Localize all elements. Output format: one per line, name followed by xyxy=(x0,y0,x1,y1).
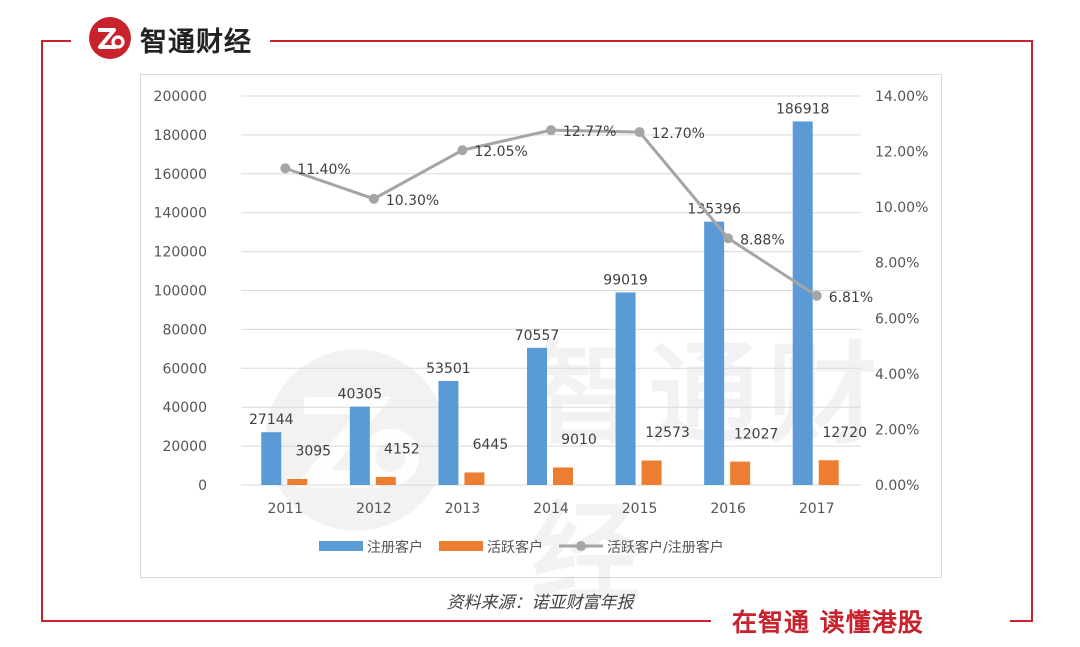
bar-data-label: 9010 xyxy=(561,432,597,448)
y-left-tick-label: 0 xyxy=(198,478,207,494)
y-left-tick-label: 120000 xyxy=(154,245,207,261)
bar-data-label: 135396 xyxy=(687,202,741,218)
bar xyxy=(792,121,813,485)
x-tick-label: 2011 xyxy=(267,501,303,517)
bar xyxy=(287,478,308,485)
bar xyxy=(615,292,636,485)
y-right-tick-label: 8.00% xyxy=(875,256,919,272)
bar-data-label: 27144 xyxy=(249,412,294,428)
ratio-data-label: 12.05% xyxy=(474,144,527,160)
y-right-tick-label: 2.00% xyxy=(875,422,919,438)
ratio-data-label: 10.30% xyxy=(386,193,439,209)
ratio-point xyxy=(546,125,556,136)
bar-data-label: 4152 xyxy=(384,442,420,458)
x-tick-label: 2016 xyxy=(710,501,746,517)
legend-label: 活跃客户 xyxy=(487,539,543,556)
legend-label: 活跃客户/注册客户 xyxy=(607,539,724,556)
bar xyxy=(641,460,662,485)
bar xyxy=(553,467,573,485)
bar xyxy=(438,380,459,485)
y-left-tick-label: 80000 xyxy=(162,322,207,338)
bar xyxy=(527,347,547,485)
bar-data-label: 12720 xyxy=(822,425,867,441)
source-note: 资料来源：诺亚财富年报 xyxy=(446,593,634,613)
frame-top-left-line xyxy=(41,40,71,42)
bar xyxy=(730,461,751,485)
ratio-point xyxy=(723,233,734,244)
legend-label: 注册客户 xyxy=(367,539,423,556)
bar-data-label: 99019 xyxy=(603,272,648,288)
y-left-tick-label: 200000 xyxy=(154,89,207,105)
ratio-point xyxy=(634,127,645,138)
x-tick-label: 2015 xyxy=(622,501,658,517)
frame-right-line xyxy=(1031,40,1033,622)
ratio-point xyxy=(280,163,291,174)
bar-data-label: 3095 xyxy=(295,444,331,460)
bar-data-label: 53501 xyxy=(426,361,471,377)
chart-container: 智通财经 0 20000 40000 60000 80000 100000 120000 14… xyxy=(140,74,942,619)
frame-left-line xyxy=(41,40,43,622)
y-left-tick-label: 40000 xyxy=(162,400,207,416)
x-tick-label: 2017 xyxy=(799,501,835,517)
bar-data-label: 6445 xyxy=(473,437,509,453)
bar-data-label: 40305 xyxy=(338,387,383,403)
y-left-tick-label: 160000 xyxy=(154,167,207,183)
y-right-tick-label: 10.00% xyxy=(875,200,928,216)
bar xyxy=(818,460,839,485)
ratio-data-label: 11.40% xyxy=(297,162,350,178)
ratio-data-label: 12.77% xyxy=(563,124,616,140)
legend-swatch xyxy=(439,541,483,551)
y-right-tick-label: 12.00% xyxy=(875,145,928,161)
y-right-tick-label: 6.00% xyxy=(875,311,919,327)
y-left-tick-label: 100000 xyxy=(154,284,207,300)
frame-bottom-right-line xyxy=(1010,620,1033,622)
bar-data-label: 12573 xyxy=(645,425,690,441)
y-left-tick-label: 60000 xyxy=(162,361,207,377)
ratio-point xyxy=(811,290,822,301)
y-right-tick-label: 0.00% xyxy=(875,478,919,494)
ratio-data-label: 8.88% xyxy=(740,232,784,248)
y-right-tick-label: 4.00% xyxy=(875,367,919,383)
y-left-tick-label: 140000 xyxy=(154,206,207,222)
slogan: 在智通 读懂港股 xyxy=(732,608,924,637)
chart-svg: 0 20000 40000 60000 80000 100000 120000 140000 1… xyxy=(154,89,929,556)
frame-top-right-line xyxy=(270,40,1033,42)
bar xyxy=(464,472,485,485)
frame-bottom-left-line xyxy=(41,620,711,622)
bar xyxy=(349,406,370,485)
bar-data-label: 12027 xyxy=(734,426,779,442)
y-left-tick-label: 20000 xyxy=(162,439,207,455)
x-tick-label: 2014 xyxy=(533,501,569,517)
ratio-data-label: 12.70% xyxy=(652,126,705,142)
brand-title: 智通财经 xyxy=(140,27,252,58)
x-tick-label: 2012 xyxy=(356,501,392,517)
x-tick-label: 2013 xyxy=(445,501,481,517)
ratio-point xyxy=(368,193,379,204)
y-left-tick-label: 180000 xyxy=(154,128,207,144)
bar xyxy=(375,476,396,485)
legend-swatch xyxy=(319,541,363,551)
bar-data-label: 186918 xyxy=(776,101,829,117)
bar xyxy=(261,432,282,485)
legend-swatch-marker xyxy=(576,541,586,551)
ratio-data-label: 6.81% xyxy=(829,290,873,306)
bar xyxy=(704,221,725,485)
zhitong-logo-icon xyxy=(89,17,131,59)
ratio-point xyxy=(457,145,468,156)
watermark-text: 智通财经 xyxy=(531,331,885,619)
y-right-tick-label: 14.00% xyxy=(875,89,928,105)
bar-data-label: 70557 xyxy=(515,328,560,344)
